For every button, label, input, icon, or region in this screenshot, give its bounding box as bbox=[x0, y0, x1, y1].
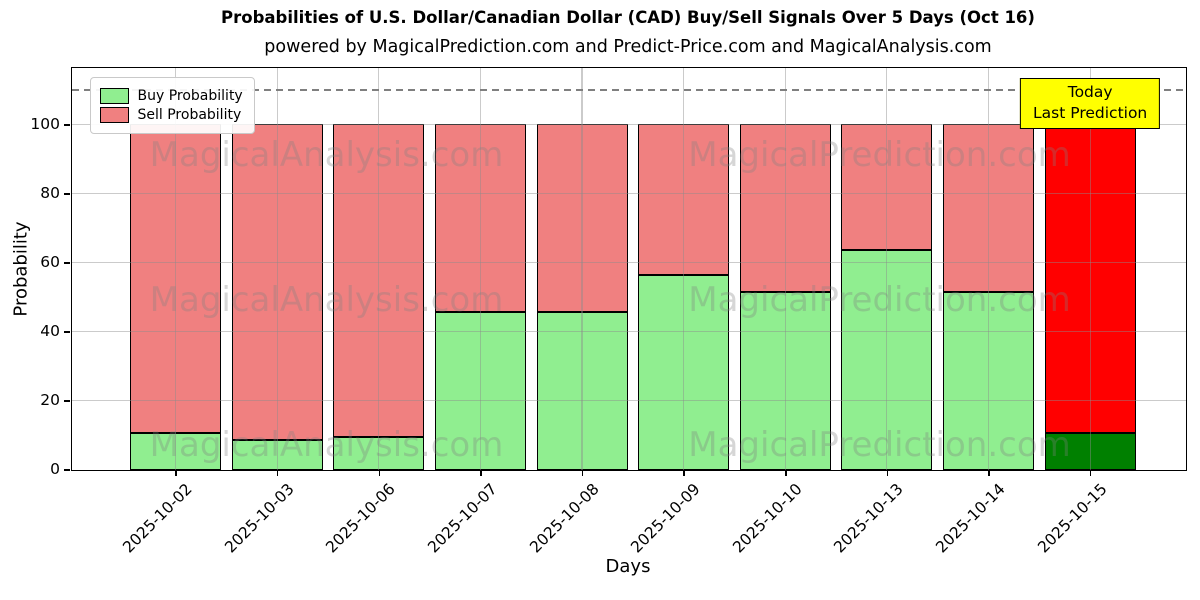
bar-2025-10-08 bbox=[536, 68, 628, 470]
bar-2025-10-09 bbox=[638, 68, 730, 470]
buy-color-swatch bbox=[99, 87, 129, 104]
bar-segment-buy bbox=[638, 274, 730, 470]
bar-segment-buy bbox=[536, 311, 628, 470]
legend-item-sell: Sell Probability bbox=[99, 106, 243, 123]
x-tick-mark bbox=[785, 470, 787, 476]
x-tick-mark bbox=[175, 470, 177, 476]
y-tick-label: 80 bbox=[40, 183, 60, 202]
bar-segment-sell bbox=[1044, 124, 1136, 433]
x-tick-label: 2025-10-13 bbox=[830, 480, 908, 557]
legend: Buy Probability Sell Probability bbox=[89, 76, 255, 134]
y-tick-label: 0 bbox=[50, 460, 60, 478]
annotation-line-last-prediction: Last Prediction bbox=[1033, 104, 1148, 123]
x-tick-label: 2025-10-08 bbox=[525, 480, 603, 557]
bar-segment-sell bbox=[536, 124, 628, 312]
y-tick-mark bbox=[64, 400, 70, 402]
x-tick-mark bbox=[886, 470, 889, 476]
today-annotation: Today Last Prediction bbox=[1020, 77, 1161, 129]
bar-segment-buy bbox=[943, 292, 1035, 470]
bar-segment-sell bbox=[130, 124, 221, 433]
bar-2025-10-14 bbox=[943, 68, 1035, 470]
y-tick-label: 20 bbox=[40, 390, 60, 409]
bar-segment-sell bbox=[231, 124, 323, 440]
bar-segment-buy bbox=[130, 432, 221, 470]
y-tick-mark bbox=[64, 193, 70, 195]
x-tick-mark bbox=[378, 470, 380, 476]
bar-2025-10-13 bbox=[841, 68, 933, 470]
bar-segment-sell bbox=[333, 124, 425, 438]
x-tick-label: 2025-10-06 bbox=[322, 480, 399, 557]
plot-area: Buy Probability Sell Probability Today L… bbox=[70, 66, 1187, 471]
chart-title: Probabilities of U.S. Dollar/Canadian Do… bbox=[221, 8, 1035, 27]
y-tick-mark bbox=[64, 124, 70, 126]
x-tick-mark bbox=[581, 470, 584, 476]
bar-2025-10-07 bbox=[434, 68, 526, 470]
bar-segment-buy bbox=[434, 311, 526, 470]
y-tick-mark bbox=[64, 262, 70, 264]
legend-item-buy: Buy Probability bbox=[99, 87, 243, 104]
bar-segment-buy bbox=[1044, 432, 1136, 470]
bar-segment-buy bbox=[739, 292, 831, 470]
x-tick-label: 2025-10-09 bbox=[627, 480, 704, 557]
x-tick-label: 2025-10-10 bbox=[729, 480, 806, 557]
annotation-line-today: Today bbox=[1067, 82, 1113, 101]
bar-2025-10-10 bbox=[739, 68, 831, 470]
y-tick-mark bbox=[64, 469, 70, 471]
bar-2025-10-02 bbox=[130, 68, 221, 470]
bar-segment-sell bbox=[434, 124, 526, 312]
sell-color-swatch bbox=[99, 106, 129, 123]
chart-subtitle: powered by MagicalPrediction.com and Pre… bbox=[264, 37, 992, 57]
bar-segment-buy bbox=[231, 439, 323, 470]
x-axis-label: Days bbox=[605, 556, 651, 577]
bar-segment-sell bbox=[638, 124, 730, 275]
x-tick-label: 2025-10-07 bbox=[424, 480, 501, 557]
x-tick-mark bbox=[988, 470, 990, 476]
bar-segment-buy bbox=[841, 250, 933, 470]
x-tick-label: 2025-10-03 bbox=[220, 480, 298, 557]
legend-label-buy: Buy Probability bbox=[137, 87, 243, 104]
x-tick-mark bbox=[480, 470, 482, 476]
y-tick-label: 60 bbox=[40, 252, 60, 271]
x-tick-label: 2025-10-14 bbox=[932, 480, 1009, 557]
y-tick-label: 100 bbox=[30, 114, 60, 133]
x-tick-label: 2025-10-15 bbox=[1033, 480, 1111, 557]
bar-2025-10-03 bbox=[231, 68, 323, 470]
x-tick-label: 2025-10-02 bbox=[119, 480, 196, 557]
bar-segment-sell bbox=[841, 124, 933, 251]
bar-segment-sell bbox=[943, 124, 1035, 293]
x-tick-mark bbox=[1089, 470, 1092, 476]
bar-2025-10-06 bbox=[333, 68, 425, 470]
bar-segment-buy bbox=[333, 437, 425, 470]
bar-2025-10-15 bbox=[1044, 68, 1136, 470]
legend-label-sell: Sell Probability bbox=[137, 106, 242, 123]
bar-segment-sell bbox=[739, 124, 831, 293]
y-tick-label: 40 bbox=[40, 321, 60, 340]
x-tick-mark bbox=[276, 470, 279, 476]
y-tick-mark bbox=[64, 331, 70, 333]
x-tick-mark bbox=[683, 470, 685, 476]
